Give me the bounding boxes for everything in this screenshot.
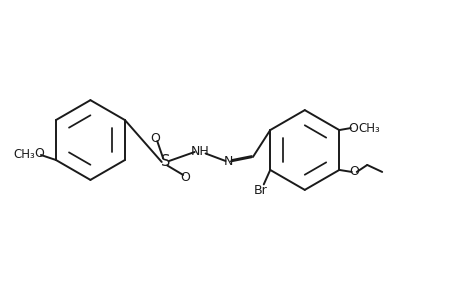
Text: N: N [223, 155, 232, 169]
Text: =: = [0, 299, 1, 300]
Text: CH₃: CH₃ [13, 148, 35, 161]
Text: O: O [34, 148, 44, 160]
Text: NH: NH [190, 146, 209, 158]
Text: S: S [160, 154, 169, 169]
Text: O: O [150, 131, 160, 145]
Text: CH₃: CH₃ [358, 122, 379, 135]
Text: O: O [347, 122, 358, 135]
Text: O: O [180, 171, 190, 184]
Text: O: O [348, 165, 358, 178]
Text: Br: Br [253, 184, 267, 197]
